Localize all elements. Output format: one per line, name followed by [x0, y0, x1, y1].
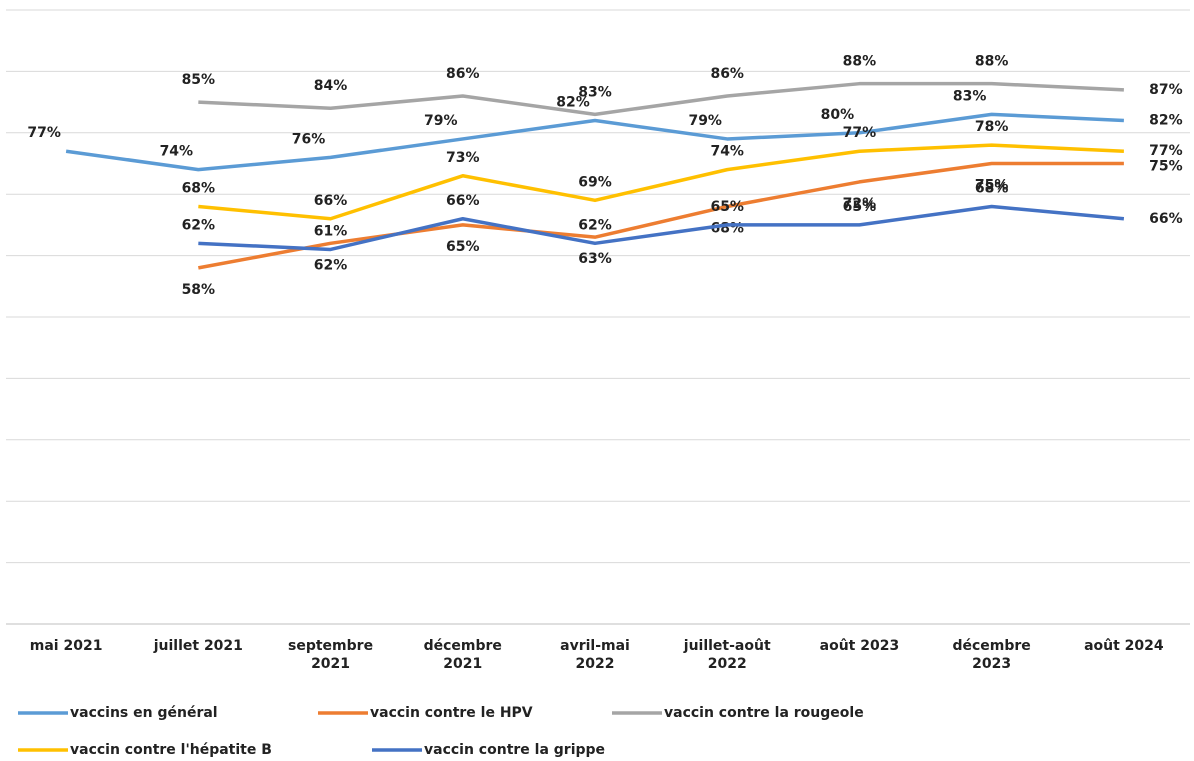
data-label: 84%: [314, 78, 348, 94]
data-label: 83%: [578, 84, 612, 100]
data-label: 87%: [1149, 82, 1183, 98]
x-tick-label: août 2023: [819, 638, 900, 654]
data-label: 76%: [292, 131, 326, 147]
data-label: 73%: [446, 150, 480, 166]
x-tick-label: septembre 2021: [288, 638, 374, 672]
data-label: 62%: [314, 257, 348, 273]
data-label: 75%: [1149, 159, 1183, 175]
data-label: 85%: [182, 72, 216, 88]
series-line: [198, 81, 1124, 117]
data-label: 65%: [710, 199, 744, 215]
data-label: 86%: [446, 66, 480, 82]
x-tick-label: décembre 2023: [952, 638, 1031, 672]
data-label: 63%: [578, 251, 612, 267]
legend-label: vaccin contre la rougeole: [664, 705, 864, 721]
data-label: 80%: [821, 107, 855, 123]
data-label: 74%: [710, 144, 744, 160]
data-label: 79%: [688, 113, 722, 129]
x-tick-label: mai 2021: [29, 638, 103, 654]
data-label: 61%: [314, 223, 348, 239]
legend-label: vaccin contre le HPV: [370, 705, 533, 721]
data-label: 62%: [578, 217, 612, 233]
data-label: 65%: [843, 199, 877, 215]
legend-label: vaccin contre la grippe: [424, 742, 605, 758]
data-label: 65%: [446, 239, 480, 255]
series-line: [198, 143, 1124, 221]
x-tick-label: août 2024: [1084, 638, 1164, 654]
data-label: 68%: [710, 220, 744, 236]
data-label: 66%: [1149, 211, 1183, 227]
data-label: 66%: [314, 193, 348, 209]
data-label: 86%: [710, 66, 744, 82]
data-label: 82%: [1149, 113, 1183, 129]
data-label: 77%: [843, 125, 877, 141]
x-tick-label: juillet 2021: [153, 638, 243, 654]
data-label: 78%: [975, 119, 1009, 135]
series-line: [65, 112, 1124, 172]
series-line: [198, 204, 1125, 252]
series-line: [198, 161, 1124, 270]
legend-label: vaccins en général: [70, 705, 218, 721]
legend-label: vaccin contre l'hépatite B: [70, 742, 272, 758]
data-label: 66%: [446, 193, 480, 209]
data-label: 75%: [975, 178, 1009, 194]
data-label: 77%: [27, 125, 61, 141]
data-label: 58%: [182, 282, 216, 298]
data-label: 83%: [953, 88, 987, 104]
data-label: 74%: [160, 144, 194, 160]
x-tick-label: avril-mai 2022: [560, 638, 630, 672]
data-label: 82%: [556, 95, 590, 111]
data-label: 72%: [843, 196, 877, 212]
data-label: 69%: [578, 174, 612, 190]
data-label: 88%: [843, 54, 877, 70]
data-label: 88%: [975, 54, 1009, 70]
data-label: 77%: [1149, 143, 1183, 159]
data-label: 79%: [424, 113, 458, 129]
data-label: 68%: [975, 180, 1009, 196]
x-tick-label: décembre 2021: [423, 638, 502, 672]
data-label: 68%: [182, 180, 216, 196]
data-label: 62%: [182, 217, 216, 233]
x-tick-label: juillet-août 2022: [683, 638, 771, 672]
